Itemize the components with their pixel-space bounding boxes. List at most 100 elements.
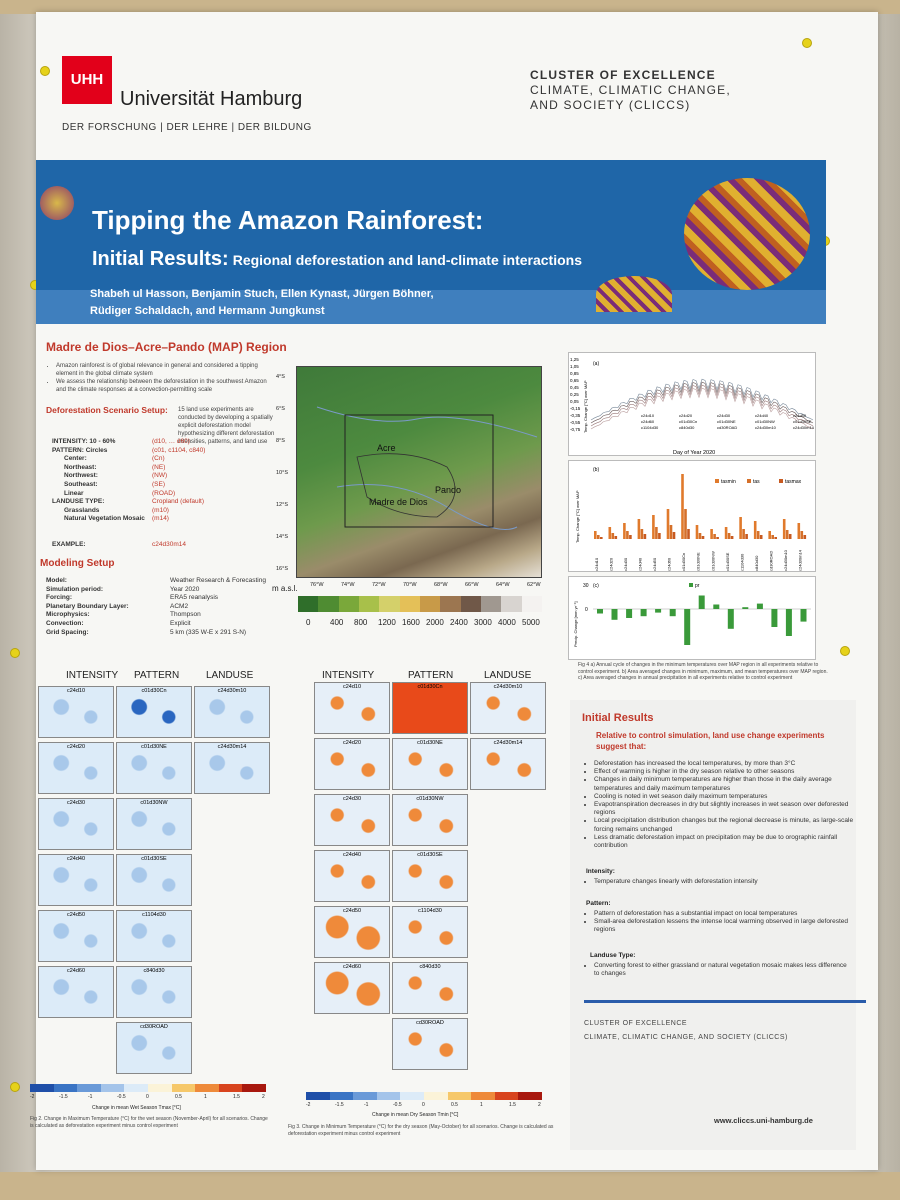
subtitle-prefix: Initial Results:	[92, 248, 229, 270]
pattern-bullet: Small-area deforestation lessens the int…	[594, 918, 854, 934]
map-tile: c24d30	[314, 794, 390, 846]
category-label: c1104d30	[739, 553, 744, 571]
map-lon-label: 72°W	[372, 582, 386, 588]
series-label: c24d30m14	[793, 425, 815, 430]
map-tile: c24d50	[38, 910, 114, 962]
footer-cluster-line2: CLIMATE, CLIMATIC CHANGE, AND SOCIETY (C…	[584, 1034, 788, 1041]
map-lon-label: 62°W	[527, 582, 541, 588]
modeling-value: Weather Research & Forecasting	[170, 577, 266, 584]
tile-label: c01d30SE	[141, 856, 167, 862]
series-label: c24d50	[793, 413, 807, 418]
bar-pr	[684, 609, 691, 645]
region-title: Madre de Dios–Acre–Pando (MAP) Region	[46, 340, 287, 354]
map-tile: c24d10	[38, 686, 114, 738]
bar-tas	[597, 535, 600, 539]
cluster-line1: CLUSTER OF EXCELLENCE	[530, 68, 716, 82]
panel-label: (c)	[593, 583, 599, 589]
series-label: c24d60	[641, 419, 655, 424]
banner-graphic-left	[40, 186, 74, 220]
bar-pr	[785, 609, 792, 636]
tile-label: c24d20	[66, 744, 86, 750]
tile-label: c01d30NE	[141, 744, 167, 750]
colorbar-tick: 1	[204, 1094, 207, 1100]
map-tile: c01d30Cn	[392, 682, 468, 734]
bar-tas	[742, 529, 745, 539]
scenario-value: (SE)	[152, 480, 165, 488]
bar-tasmax	[803, 535, 807, 539]
colorbar-tick: 0.5	[175, 1094, 182, 1100]
series-label: c1104d30	[641, 425, 659, 430]
modeling-row: Microphysics: Thompson	[40, 611, 290, 620]
fig3-caption: Fig 3. Change in Minimum Temperature (°C…	[288, 1124, 554, 1137]
y-tick-label: 0,45	[570, 385, 579, 390]
scenario-title: Deforestation Scenario Setup:	[46, 405, 168, 415]
results-bullet: Changes in daily minimum temperatures ar…	[594, 776, 854, 792]
scenario-value: (ROAD)	[152, 489, 176, 497]
pin-icon	[840, 646, 850, 656]
scenario-value: (NW)	[152, 472, 168, 480]
modeling-row: Simulation period: Year 2020	[40, 586, 290, 595]
modeling-value: Year 2020	[170, 585, 200, 593]
pattern-bullet: Pattern of deforestation has a substanti…	[594, 910, 854, 918]
tile-label: c24d50	[66, 912, 86, 918]
tile-label: c24d30m14	[217, 744, 247, 750]
scenario-key: LANDUSE TYPE:	[52, 498, 105, 506]
bar-tas	[785, 530, 789, 539]
banner-graphic-right	[684, 178, 810, 290]
map-tile: c24d60	[314, 962, 390, 1014]
bar-pr	[771, 609, 778, 627]
map-lat-label: 8°S	[276, 438, 285, 444]
category-label: c24d60	[667, 557, 672, 571]
bar-tasmin	[797, 523, 801, 539]
bar-tasmax	[774, 537, 777, 539]
tile-label: c24d60	[342, 964, 362, 970]
map-tile: c24d30m14	[470, 738, 546, 790]
bar-pr	[597, 609, 603, 614]
chart-temperature-bars-svg: (b) c24d10 c24d20 c24d30 c24d40 c24d50 c24d60 c…	[575, 467, 807, 571]
bar-pr	[626, 609, 633, 618]
scenario-row: PATTERN: Circles (c01, c1104, c840)	[52, 447, 282, 456]
legend-label: pr	[695, 583, 700, 589]
fig2-header-pattern: PATTERN	[134, 670, 180, 681]
map-lat-label: 14°S	[276, 534, 288, 540]
results-bullet: Cooling is noted in wet season daily max…	[594, 793, 854, 801]
series-label: c24d40	[755, 413, 769, 418]
scenario-value: (Cn)	[152, 455, 165, 463]
tile-label: c24d30m14	[493, 740, 523, 746]
bar-pr	[727, 609, 734, 629]
map-place: Acre	[377, 443, 396, 453]
tile-label: c24d30m10	[217, 688, 247, 694]
bar-tasmin	[710, 529, 713, 539]
y-tick-label: -0,55	[570, 420, 581, 425]
map-tile: c01d30NE	[392, 738, 468, 790]
colorbar-tick: -1	[88, 1094, 93, 1100]
scenario-value: (d10, … d60)	[152, 438, 190, 445]
map-place: Madre de Dios	[369, 497, 428, 507]
colorbar-tick: -2	[306, 1102, 311, 1108]
map-lon-label: 66°W	[465, 582, 479, 588]
bottom-rail	[0, 1172, 900, 1200]
scenario-list: INTENSITY: 10 - 60% (d10, … d60) PATTERN: …	[52, 438, 282, 524]
category-label: c24d20	[609, 557, 614, 571]
map-lat-label: 12°S	[276, 502, 288, 508]
y-tick-label: 0	[585, 607, 588, 613]
tile-label: c01d30NW	[416, 796, 444, 802]
tile-label: c24d30m10	[493, 684, 523, 690]
results-bullet: Local precipitation distribution changes…	[594, 817, 854, 833]
results-bullet: Effect of warming is higher in the dry s…	[594, 768, 854, 776]
tile-label: c24d20	[342, 740, 362, 746]
legend-tick: 5000	[522, 618, 540, 627]
bar-tasmin	[782, 519, 786, 539]
map-tile: cd30ROAD	[392, 1018, 468, 1070]
map-lon-label: 76°W	[310, 582, 324, 588]
category-label: c24d30m10	[783, 549, 788, 571]
bar-pr	[655, 609, 662, 613]
bar-tasmin	[753, 521, 757, 539]
modeling-key: Model:	[46, 577, 67, 584]
map-tile: c24d30m10	[194, 686, 270, 738]
bar-tasmin	[768, 531, 771, 539]
landuse-bullet: Converting forest to either grassland or…	[594, 962, 854, 978]
tile-label: c840d30	[143, 968, 165, 974]
bar-tasmax	[716, 537, 719, 539]
bar-pr	[742, 607, 749, 609]
